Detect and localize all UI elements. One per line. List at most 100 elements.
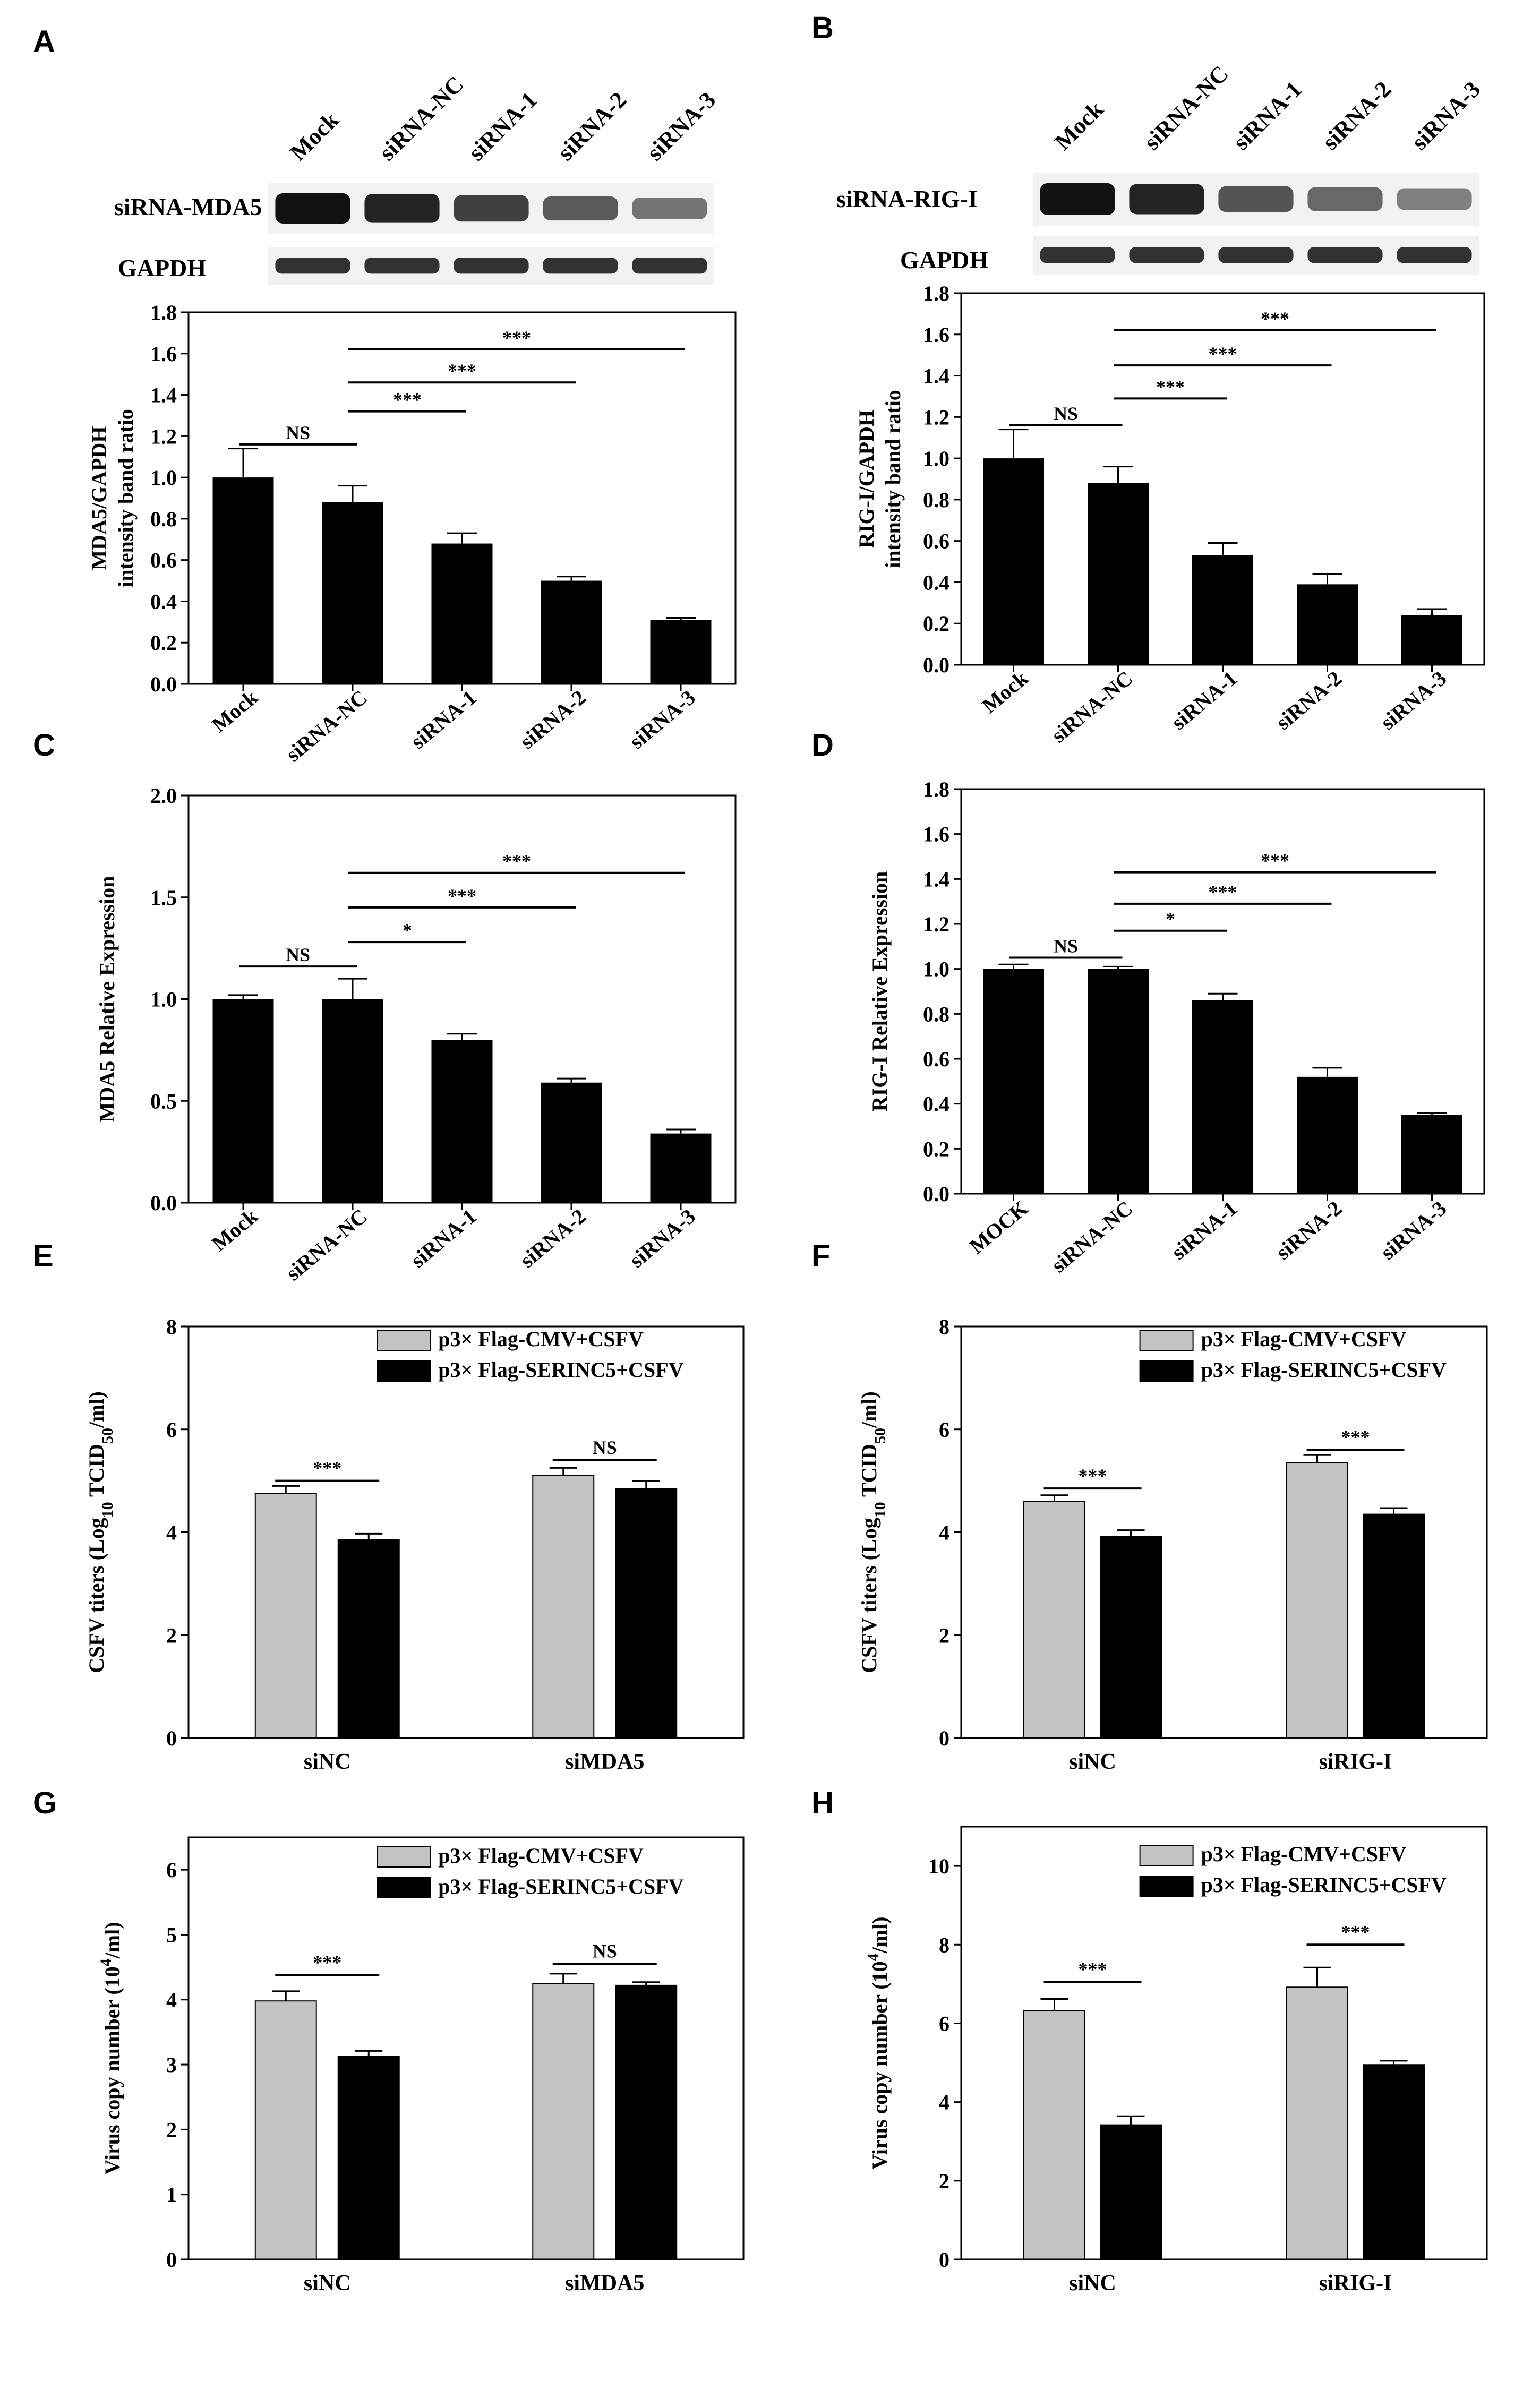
y-tick-label: 1.5 [150, 886, 177, 910]
panel-letter-f: F [811, 1239, 830, 1273]
legend-swatch [377, 1877, 431, 1898]
y-tick-label: 2 [166, 1623, 177, 1647]
legend-label: p3× Flag-CMV+CSFV [1201, 1842, 1407, 1866]
blot-target-band [454, 195, 529, 222]
y-axis-label-part: Virus copy number (10 [868, 1961, 892, 2169]
bar [337, 1539, 400, 1739]
y-tick-label: 6 [166, 1418, 177, 1442]
panel-letter-a: A [33, 24, 55, 59]
blot-ref-band [1040, 247, 1115, 263]
y-tick-label: 0.6 [923, 529, 949, 553]
bar [1088, 969, 1149, 1194]
y-tick-label: 1.6 [923, 823, 949, 846]
y-tick-label: 4 [939, 2091, 949, 2114]
bar [1363, 2064, 1425, 2260]
bar [431, 543, 493, 684]
y-axis-label-part: CSFV titers (Log [857, 1518, 881, 1673]
blot-b-target-label: siRNA-RIG-I [836, 185, 978, 212]
y-tick-label: 1.2 [923, 912, 949, 936]
significance-label: * [1166, 909, 1175, 930]
y-tick-label: 8 [939, 1315, 949, 1339]
significance-label: *** [448, 885, 476, 906]
legend-swatch [1139, 1330, 1194, 1351]
panel-letter-d: D [811, 728, 834, 763]
bar [254, 2000, 317, 2260]
bar [1363, 1513, 1425, 1739]
bar [983, 969, 1044, 1194]
blot-target-band [1307, 187, 1383, 211]
bar [615, 1488, 678, 1739]
chart-f: siNC siRIG-I 0 2 4 6 8 *** *** p3× Flag-CMV+CSFV p… [857, 1315, 1488, 1774]
y-tick-label: 0.0 [150, 672, 177, 696]
legend-label: p3× Flag-SERINC5+CSFV [438, 1874, 683, 1898]
bar [650, 1133, 712, 1203]
y-tick-label: 1.2 [923, 405, 949, 429]
x-tick-label: siRIG-I [1319, 2271, 1392, 2296]
x-tick-label: siMDA5 [565, 2271, 644, 2296]
panel-letter-e: E [33, 1239, 54, 1273]
bar [983, 458, 1044, 665]
significance-label: *** [393, 389, 422, 410]
blot-ref-band [632, 258, 707, 274]
y-tick-label: 1 [166, 2183, 177, 2207]
plot-frame [187, 1836, 745, 2260]
x-tick-label: siNC [304, 1750, 351, 1774]
bar [532, 1475, 595, 1739]
y-axis-label-sup: 4 [865, 1953, 882, 1961]
significance-label: *** [502, 327, 531, 348]
blot-target-band [275, 193, 350, 224]
y-tick-label: 0.8 [923, 488, 949, 512]
y-tick-label: 1.4 [923, 867, 949, 891]
y-axis-label: Virus copy number (104/ml) [865, 1916, 892, 2169]
bar [541, 580, 602, 684]
significance-label: *** [1079, 1959, 1107, 1980]
bar [322, 502, 383, 684]
y-axis-label-part: Virus copy number (10 [100, 1966, 124, 2174]
y-tick-label: 4 [166, 1988, 177, 2012]
y-axis-label-part: /ml) [100, 1922, 124, 1959]
y-tick-label: 1.0 [923, 957, 949, 981]
y-axis-label-sub: 10 [99, 1502, 116, 1518]
y-axis-label-line: intensity band ratio [881, 390, 905, 568]
y-tick-label: 0.6 [923, 1047, 949, 1071]
blot-a-ref-label: GAPDH [118, 254, 206, 281]
significance-label: *** [313, 1951, 341, 1973]
blot-a-bands [275, 193, 707, 274]
y-axis-label: RIG-I Relative Expression [868, 871, 892, 1112]
chart-g: siNC siMDA5 0 1 2 3 4 5 6 *** NS p3× Flag-CMV+CSFV p… [97, 1836, 745, 2296]
y-axis-label: CSFV titers (Log10 TCID50/ml) [84, 1391, 116, 1673]
x-tick-label: siNC [304, 2271, 351, 2296]
blot-ref-band [1397, 247, 1472, 263]
blot-b-ref-label: GAPDH [900, 246, 988, 273]
y-axis-label-part: TCID [84, 1444, 108, 1502]
y-tick-label: 1.8 [923, 281, 949, 305]
bar [1401, 1115, 1462, 1194]
y-axis-label-line: intensity band ratio [114, 409, 138, 587]
panel-letter-g: G [33, 1786, 57, 1820]
significance-label: *** [313, 1458, 341, 1479]
plot-frame [960, 1826, 1488, 2260]
significance-label: NS [593, 1437, 617, 1458]
significance-label: *** [502, 851, 531, 872]
y-axis-label: RIG-I/GAPDH intensity band ratio [854, 390, 905, 568]
y-axis-label: MDA5 Relative Expression [95, 876, 119, 1123]
legend-swatch [1139, 1876, 1194, 1897]
y-axis-label: CSFV titers (Log10 TCID50/ml) [857, 1391, 889, 1673]
significance-label: *** [1261, 850, 1289, 871]
y-tick-label: 0.2 [150, 631, 177, 655]
legend-label: p3× Flag-SERINC5+CSFV [438, 1358, 683, 1382]
y-tick-label: 1.4 [923, 364, 949, 388]
y-tick-label: 0.8 [923, 1002, 949, 1026]
significance-label: *** [1341, 1427, 1370, 1448]
y-tick-label: 0.4 [923, 1092, 949, 1116]
blot-ref-band [275, 258, 350, 274]
blot-ref-band [364, 258, 440, 274]
y-tick-label: 8 [939, 1933, 949, 1957]
blot-ref-band [1218, 247, 1294, 263]
bar [337, 2056, 400, 2260]
bar [615, 1984, 678, 2260]
y-tick-label: 0.8 [150, 507, 177, 531]
panel-letter-c: C [33, 728, 55, 763]
blot-ref-band [454, 258, 529, 274]
y-tick-label: 0 [939, 1726, 949, 1750]
